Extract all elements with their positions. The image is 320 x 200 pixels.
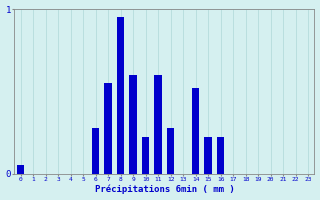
Bar xyxy=(117,17,124,174)
Bar xyxy=(129,75,137,174)
Bar xyxy=(92,128,100,174)
Bar xyxy=(142,137,149,174)
Bar xyxy=(155,75,162,174)
Bar xyxy=(167,128,174,174)
Bar xyxy=(17,165,24,174)
Bar xyxy=(204,137,212,174)
Bar xyxy=(104,83,112,174)
Bar xyxy=(217,137,224,174)
Bar xyxy=(192,88,199,174)
X-axis label: Précipitations 6min ( mm ): Précipitations 6min ( mm ) xyxy=(94,185,234,194)
